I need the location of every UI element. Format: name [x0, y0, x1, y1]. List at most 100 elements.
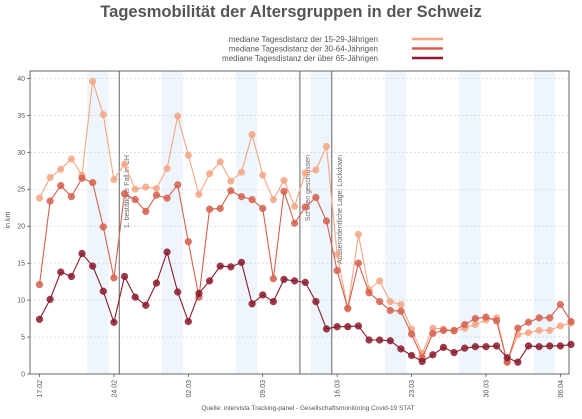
- data-point: [429, 351, 437, 359]
- data-point: [461, 344, 469, 352]
- data-point: [110, 274, 118, 282]
- data-point: [461, 320, 469, 329]
- data-point: [131, 195, 139, 204]
- data-point: [131, 293, 139, 301]
- source-note: Quelle: intervista Tracking-panel - Gese…: [201, 405, 414, 412]
- data-point: [312, 193, 320, 201]
- data-point: [216, 158, 224, 166]
- data-point: [450, 348, 458, 357]
- data-point: [195, 190, 203, 198]
- x-tick-label: 24.02: [111, 380, 118, 398]
- data-point: [57, 268, 65, 276]
- data-point: [131, 185, 139, 193]
- y-tick-label: 30: [17, 150, 25, 157]
- data-point: [482, 343, 490, 351]
- data-point: [344, 323, 352, 331]
- data-point: [333, 323, 341, 331]
- data-point: [376, 336, 384, 344]
- data-point: [301, 169, 309, 177]
- data-point: [524, 329, 532, 337]
- data-point: [567, 340, 575, 349]
- data-point: [556, 322, 564, 330]
- data-point: [163, 194, 171, 202]
- data-point: [291, 202, 299, 210]
- data-point: [471, 320, 479, 328]
- data-point: [535, 343, 543, 351]
- data-point: [567, 317, 575, 326]
- weekend-band: [87, 71, 109, 374]
- data-point: [174, 288, 182, 296]
- data-point: [35, 280, 44, 289]
- data-point: [365, 336, 373, 344]
- data-point: [376, 277, 384, 285]
- data-point: [78, 249, 86, 258]
- weekend-band: [161, 71, 184, 374]
- data-point: [205, 205, 214, 213]
- data-point: [333, 250, 341, 258]
- y-tick-label: 25: [17, 187, 25, 194]
- y-tick-label: 0: [21, 372, 25, 379]
- data-point: [120, 272, 129, 281]
- data-point: [333, 266, 341, 275]
- data-point: [195, 289, 203, 298]
- y-tick-label: 10: [17, 298, 25, 305]
- data-point: [248, 131, 256, 139]
- data-point: [259, 291, 267, 299]
- legend-label: mediane Tagesdistanz der 15-29-Jährigen: [229, 35, 378, 44]
- data-point: [471, 343, 479, 351]
- data-point: [269, 196, 277, 204]
- data-point: [99, 223, 107, 231]
- data-point: [323, 142, 331, 150]
- data-point: [36, 194, 44, 202]
- data-point: [546, 342, 554, 350]
- data-point: [67, 155, 75, 163]
- event-label: 1. bestätigter Fall in CH: [124, 155, 131, 228]
- data-point: [110, 176, 118, 184]
- data-point: [78, 174, 86, 182]
- x-tick-label: 16.03: [335, 380, 342, 398]
- weekend-band: [533, 71, 556, 374]
- data-point: [376, 297, 384, 306]
- data-point: [269, 297, 277, 306]
- data-point: [57, 165, 65, 173]
- data-point: [227, 263, 235, 271]
- data-point: [301, 278, 309, 286]
- series-layer: [35, 77, 575, 366]
- data-point: [237, 258, 246, 267]
- data-point: [216, 262, 224, 270]
- data-point: [227, 177, 235, 185]
- event-label: Schulen geschlossen: [305, 155, 312, 221]
- data-point: [280, 176, 288, 184]
- weekend-band: [459, 71, 481, 374]
- data-point: [280, 275, 288, 284]
- weekend-band: [384, 71, 407, 374]
- data-point: [312, 166, 320, 174]
- y-tick-label: 15: [17, 261, 25, 268]
- data-point: [535, 326, 543, 334]
- data-point: [184, 151, 192, 159]
- data-point: [322, 325, 331, 333]
- series-2: [35, 174, 575, 366]
- y-tick-label: 35: [17, 113, 25, 120]
- data-point: [46, 295, 54, 303]
- x-tick-label: 17.02: [37, 380, 44, 398]
- data-point: [354, 322, 363, 330]
- data-point: [152, 185, 160, 193]
- series-3: [35, 248, 575, 366]
- data-point: [89, 178, 97, 187]
- data-point: [184, 317, 192, 326]
- data-point: [237, 193, 246, 201]
- data-point: [386, 306, 394, 315]
- data-point: [184, 238, 192, 246]
- data-point: [344, 304, 352, 312]
- data-point: [524, 342, 533, 350]
- data-point: [482, 313, 490, 321]
- data-point: [142, 207, 150, 216]
- x-tick-label: 23.03: [409, 380, 416, 398]
- data-point: [121, 160, 129, 168]
- data-point: [248, 195, 256, 204]
- data-point: [418, 357, 426, 366]
- data-point: [556, 342, 564, 350]
- data-point: [67, 272, 75, 281]
